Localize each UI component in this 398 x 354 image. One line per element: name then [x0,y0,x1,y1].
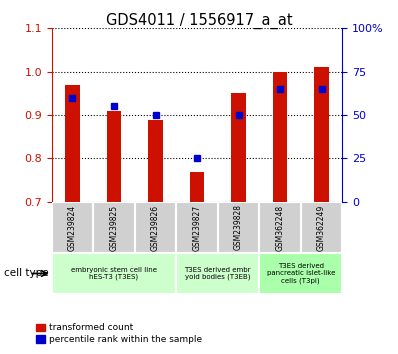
Bar [273,72,287,202]
Bar [176,253,259,294]
Bar [93,202,135,253]
Text: GSM239825: GSM239825 [109,204,119,251]
Bar [107,111,121,202]
Text: embryonic stem cell line
hES-T3 (T3ES): embryonic stem cell line hES-T3 (T3ES) [71,267,157,280]
Bar [52,202,93,253]
Bar [218,202,259,253]
Bar [176,202,218,253]
Legend: transformed count, percentile rank within the sample: transformed count, percentile rank withi… [32,320,205,348]
Bar [259,253,342,294]
Text: GSM239827: GSM239827 [193,204,201,251]
Bar [135,202,176,253]
Text: GSM239824: GSM239824 [68,204,77,251]
Text: GSM362248: GSM362248 [275,204,285,251]
Bar [231,93,246,202]
Text: T3ES derived
pancreatic islet-like
cells (T3pi): T3ES derived pancreatic islet-like cells… [267,263,335,284]
Bar [65,85,80,202]
Bar [148,120,163,202]
Text: GSM239828: GSM239828 [234,205,243,250]
Bar [52,253,176,294]
Bar [301,202,342,253]
Bar [314,67,329,202]
Bar [190,172,204,202]
Text: GDS4011 / 1556917_a_at: GDS4011 / 1556917_a_at [106,12,292,29]
Text: T3ES derived embr
yoid bodies (T3EB): T3ES derived embr yoid bodies (T3EB) [185,267,251,280]
Text: GSM239826: GSM239826 [151,204,160,251]
Bar [259,202,301,253]
Text: GSM362249: GSM362249 [317,204,326,251]
Text: cell type: cell type [4,268,49,279]
